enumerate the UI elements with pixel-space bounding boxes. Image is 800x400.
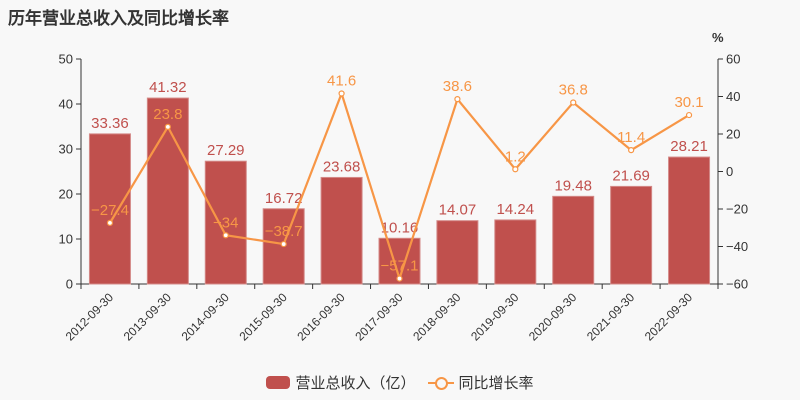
line-circle-swatch-icon [427, 376, 454, 390]
x-axis-tick-label: 2016-09-30 [294, 290, 348, 344]
bar-value-label: 19.48 [554, 177, 592, 194]
chart-title: 历年营业总收入及同比增长率 [8, 9, 229, 29]
right-axis-tick-label: 40 [726, 89, 740, 104]
bar [88, 133, 131, 285]
growth-value-label: 11.4 [617, 129, 645, 146]
bar-value-label: 21.69 [612, 167, 650, 184]
bar [378, 237, 421, 285]
growth-value-label: −57.1 [381, 258, 419, 275]
legend-label-growth: 同比增长率 [458, 374, 534, 392]
right-axis-tick-label: −20 [726, 202, 748, 217]
bar-value-label: 14.07 [439, 202, 477, 219]
right-axis-tick-label: −40 [726, 239, 748, 254]
x-axis-tick-label: 2014-09-30 [179, 290, 233, 344]
bar [320, 176, 363, 285]
bar-swatch-icon [266, 376, 291, 389]
growth-value-label: 38.6 [443, 78, 472, 95]
x-axis-tick-label: 2022-09-30 [642, 290, 696, 344]
growth-point [628, 147, 635, 154]
growth-point [106, 219, 114, 226]
growth-value-label: 36.8 [559, 82, 588, 99]
growth-value-label: −34 [213, 214, 238, 231]
right-axis-tick-label: 0 [726, 164, 733, 179]
x-axis-tick-label: 2019-09-30 [468, 290, 522, 344]
growth-point [570, 99, 577, 106]
x-axis-tick-label: 2020-09-30 [526, 290, 580, 344]
bar-value-label: 10.16 [381, 219, 419, 236]
left-axis-tick-label: 20 [59, 187, 73, 202]
growth-point [512, 166, 519, 173]
left-axis-tick-label: 0 [66, 277, 73, 292]
bar-value-label: 23.68 [323, 158, 361, 175]
bar [668, 156, 711, 285]
growth-value-label: 1.2 [505, 148, 526, 165]
growth-point [222, 232, 229, 239]
bar [262, 208, 305, 285]
x-axis-tick-label: 2021-09-30 [584, 290, 638, 344]
growth-point [454, 96, 461, 103]
growth-value-label: 30.1 [674, 94, 703, 111]
x-axis-tick-label: 2018-09-30 [410, 290, 464, 344]
left-axis-tick-label: 40 [59, 97, 73, 112]
left-axis-tick-label: 30 [59, 142, 73, 157]
right-axis-tick-label: 60 [726, 52, 740, 67]
legend-item-revenue[interactable]: 营业总收入（亿） [266, 372, 416, 393]
x-axis-tick-label: 2017-09-30 [352, 290, 406, 344]
growth-point [280, 240, 287, 248]
growth-value-label: −38.7 [265, 223, 303, 240]
growth-value-label: 41.6 [327, 73, 356, 90]
bar-value-label: 28.21 [670, 138, 708, 155]
left-axis-tick-label: 10 [59, 232, 73, 247]
x-axis-tick-label: 2013-09-30 [121, 290, 175, 344]
right-axis-unit: % [712, 30, 724, 45]
x-axis-tick-label: 2015-09-30 [236, 290, 290, 344]
x-axis-tick-label: 2012-09-30 [63, 290, 117, 344]
bar [494, 219, 537, 285]
growth-value-label: −27.4 [91, 202, 129, 219]
legend: 营业总收入（亿） 同比增长率 [0, 372, 800, 393]
bar [552, 195, 595, 285]
growth-point [164, 123, 171, 130]
growth-point [396, 275, 403, 282]
growth-value-label: 23.8 [153, 106, 182, 123]
growth-point [685, 111, 693, 119]
growth-point [338, 90, 345, 97]
bar-value-label: 41.32 [149, 79, 187, 96]
bar [436, 220, 479, 285]
right-axis-tick-label: −60 [726, 277, 748, 292]
bar-value-label: 14.24 [497, 201, 535, 218]
bar-value-label: 16.72 [265, 190, 303, 207]
right-axis-tick-label: 20 [726, 127, 740, 142]
legend-label-revenue: 营业总收入（亿） [295, 374, 416, 392]
bar [610, 185, 653, 285]
bar [204, 160, 247, 285]
bar-value-label: 27.29 [207, 142, 245, 159]
left-axis-tick-label: 50 [59, 52, 73, 67]
legend-item-growth[interactable]: 同比增长率 [427, 372, 534, 393]
bar-value-label: 33.36 [91, 115, 129, 132]
